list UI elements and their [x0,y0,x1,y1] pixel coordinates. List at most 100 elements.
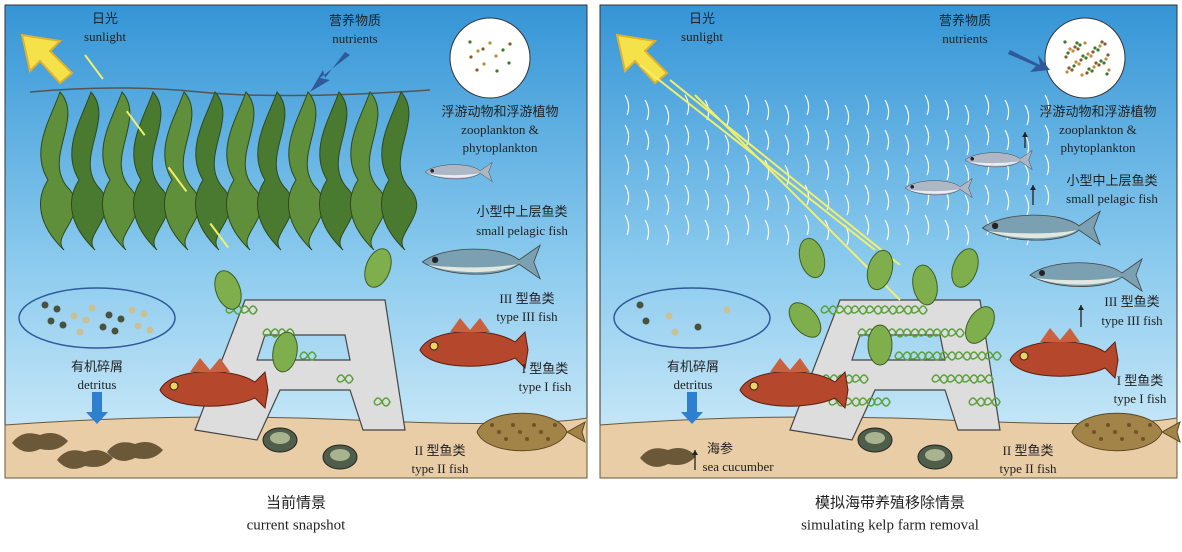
label: 有机碎屑 [667,359,719,374]
fish-eye [430,169,434,173]
rock-top [270,432,290,444]
plankton [475,68,478,71]
plankton [1106,53,1109,56]
rock-top [330,449,350,461]
fish-eye [170,382,178,390]
plankton [1076,47,1079,50]
detritus [695,324,702,331]
detritus [666,313,673,320]
label: 小型中上层鱼类 [1066,173,1157,188]
rock-top [865,432,885,444]
plankton [1107,68,1110,71]
spot [1106,423,1110,427]
label: phytoplankton [1060,140,1136,155]
detritus [106,312,113,319]
plankton [481,47,484,50]
detritus [100,324,107,331]
caption: 当前情景 [266,494,326,511]
label: nutrients [942,31,988,46]
plankton [1083,41,1086,44]
plankton [1075,41,1078,44]
fish-eye [432,257,438,263]
label: sunlight [681,29,723,44]
plankton [1102,61,1105,64]
detritus [724,307,731,314]
label: zooplankton & [1059,122,1137,137]
plankton [1086,52,1089,55]
label: sunlight [84,29,126,44]
plankton [476,49,479,52]
label: I 型鱼类 [522,361,569,376]
plankton [1098,44,1101,47]
fish-eye [1020,352,1028,360]
plankton [1090,69,1093,72]
label: III 型鱼类 [1104,294,1159,309]
label: 营养物质 [939,13,991,28]
spot [518,430,522,434]
label: 浮游动物和浮游植物 [1039,104,1156,119]
plankton [1080,73,1083,76]
plankton [1068,47,1071,50]
panel-current [5,5,587,478]
plankton [1093,46,1096,49]
detritus [77,329,84,336]
label: nutrients [332,31,378,46]
plankton [1067,66,1070,69]
label: 浮游动物和浮游植物 [441,104,558,119]
label: type II fish [411,461,469,476]
plankton [1099,59,1102,62]
plankton [1085,71,1088,74]
label: sea cucumber [702,459,774,474]
plankton [1097,63,1100,66]
spot [497,430,501,434]
detritus [112,328,119,335]
label: phytoplankton [462,140,538,155]
spot [1148,423,1152,427]
plankton [1063,40,1066,43]
label: detritus [78,377,117,392]
spot [504,437,508,441]
spot [1085,423,1089,427]
detritus [118,316,125,323]
plankton [1065,70,1068,73]
spot [546,437,550,441]
label: II 型鱼类 [1003,443,1054,458]
detritus [141,311,148,318]
spot [553,423,557,427]
fish-eye [750,382,758,390]
plankton [1064,55,1067,58]
label: type I fish [1114,391,1167,406]
fish-eye [992,223,998,229]
plankton [1103,42,1106,45]
figure: 日光 sunlight 营养物质 nutrients 浮游动物和浮游植物 zoo… [0,0,1182,547]
detritus [71,313,78,320]
label: type III fish [1101,313,1163,328]
fish-eye [430,342,438,350]
label: detritus [674,377,713,392]
spot [1099,437,1103,441]
plankton [1105,72,1108,75]
label: II 型鱼类 [415,443,466,458]
label: 海参 [707,441,733,456]
plankton [468,40,471,43]
detritus [672,329,679,336]
label: small pelagic fish [476,223,568,238]
detritus [54,306,61,313]
label: 营养物质 [329,13,381,28]
spot [511,423,515,427]
plankton [1079,58,1082,61]
detritus [48,318,55,325]
spot [1127,423,1131,427]
plankton [1084,56,1087,59]
detritus [60,322,67,329]
plankton [1070,68,1073,71]
plankton [1074,60,1077,63]
label: zooplankton & [461,122,539,137]
detritus [129,307,136,314]
spot [1092,430,1096,434]
leaf [868,325,892,365]
detritus [83,317,90,324]
plankton [1081,54,1084,57]
detritus [147,327,154,334]
caption: 模拟海带养殖移除情景 [815,494,965,511]
